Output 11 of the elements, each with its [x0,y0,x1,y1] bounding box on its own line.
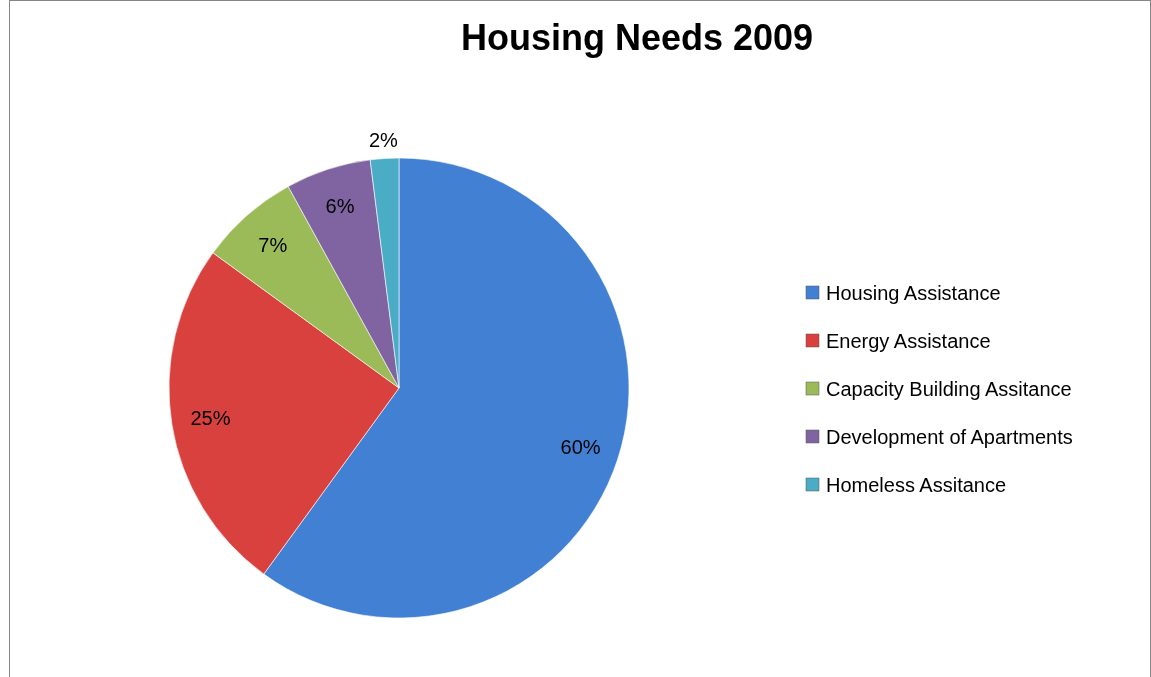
legend-label: Capacity Building Assitance [826,378,1072,400]
data-label: 25% [190,406,231,429]
legend-label: Housing Assistance [826,282,1001,304]
data-label: 2% [368,129,399,152]
legend-label: Homeless Assitance [826,474,1007,496]
data-label: 7% [258,233,288,256]
legend-label: Development of Apartments [826,426,1073,448]
data-label: 6% [325,195,355,218]
legend-label: Energy Assistance [826,330,991,352]
chart-title: Housing Needs 2009 [460,17,814,58]
data-label: 60% [560,435,601,458]
